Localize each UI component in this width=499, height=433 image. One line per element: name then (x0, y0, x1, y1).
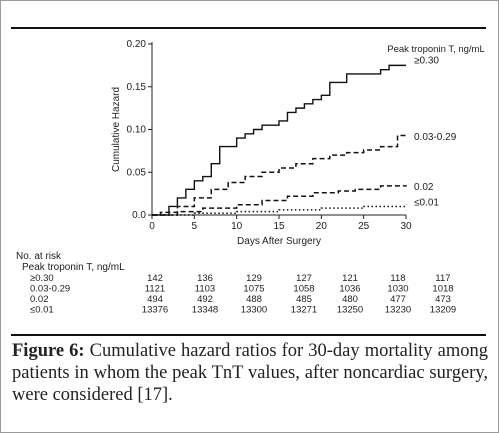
risk-cell: 488 (246, 294, 262, 305)
series-label-3: ≤0.01 (414, 198, 439, 209)
chart-axes: 0.0 0.05 0.10 0.15 0.20 0 5 10 15 20 25 30 (127, 39, 412, 232)
x-tick-label: 30 (400, 221, 412, 232)
risk-cell: 1058 (293, 284, 314, 295)
figure-caption: Figure 6: Cumulative hazard ratios for 3… (12, 340, 488, 406)
risk-cell: 492 (197, 294, 213, 305)
y-tick-label: 0.20 (127, 39, 147, 50)
risk-cell: 1018 (432, 284, 453, 295)
legend-title: Peak troponin T, ng/mL (387, 44, 485, 55)
x-tick-label: 5 (192, 221, 198, 232)
series-line-0 (152, 64, 406, 216)
risk-cell: 1075 (243, 284, 264, 295)
x-tick-label: 25 (358, 221, 370, 232)
x-axis-label: Days After Surgery (237, 236, 321, 247)
chart-labels: Days After Surgery Cumulative Hazard Peak … (111, 44, 485, 247)
y-tick-label: 0.05 (127, 167, 147, 178)
chart-series (152, 64, 407, 216)
risk-row-label: ≤0.01 (30, 305, 54, 316)
risk-cell: 127 (296, 273, 312, 284)
x-tick-label: 15 (273, 221, 285, 232)
risk-cell: 480 (342, 294, 358, 305)
risk-cell: 13376 (142, 305, 168, 316)
risk-cell: 1121 (145, 284, 165, 295)
risk-cell: 494 (147, 294, 163, 305)
x-tick-label: 0 (149, 221, 155, 232)
risk-cell: 136 (197, 273, 213, 284)
series-label-0: ≥0.30 (414, 55, 439, 66)
risk-cell: 13250 (337, 305, 363, 316)
top-rule (11, 27, 486, 29)
series-label-2: 0.02 (414, 182, 434, 193)
caption-text: Cumulative hazard ratios for 30-day mort… (12, 341, 488, 405)
risk-cell: 13209 (430, 305, 456, 316)
risk-row-label: 0.02 (30, 294, 49, 305)
x-tick-label: 10 (231, 221, 243, 232)
risk-cell: 13348 (192, 305, 218, 316)
hazard-chart: 0.0 0.05 0.10 0.15 0.20 0 5 10 15 20 25 30 Days Aft… (16, 39, 485, 316)
risk-row-label: 0.03-0.29 (30, 284, 70, 295)
risk-cell: 129 (246, 273, 262, 284)
risk-table-subtitle: Peak troponin T, ng/mL (22, 262, 125, 273)
risk-cell: 142 (147, 273, 163, 284)
risk-table-title: No. at risk (16, 251, 62, 262)
series-line-3 (152, 204, 407, 216)
series-label-1: 0.03-0.29 (414, 132, 457, 143)
risk-cell: 477 (390, 294, 406, 305)
risk-row-label: ≥0.30 (30, 273, 54, 284)
y-axis-label: Cumulative Hazard (111, 87, 122, 172)
y-tick-label: 0.15 (127, 82, 147, 93)
risk-cell: 1030 (387, 284, 408, 295)
risk-cell: 118 (390, 273, 405, 284)
risk-cell: 485 (296, 294, 312, 305)
risk-cell: 13271 (291, 305, 317, 316)
risk-cell: 121 (342, 273, 358, 284)
risk-cell: 13300 (241, 305, 267, 316)
risk-cell: 1103 (195, 284, 215, 295)
bottom-rule (11, 334, 486, 336)
risk-cell: 117 (435, 273, 450, 284)
y-tick-label: 0.0 (132, 210, 146, 221)
series-line-2 (152, 185, 407, 216)
risk-cell: 13230 (385, 305, 411, 316)
caption-label: Figure 6: (12, 341, 85, 361)
y-tick-label: 0.10 (127, 125, 147, 136)
series-line-1 (152, 133, 407, 216)
risk-cell: 473 (435, 294, 451, 305)
risk-cell: 1036 (339, 284, 360, 295)
x-tick-label: 20 (316, 221, 328, 232)
